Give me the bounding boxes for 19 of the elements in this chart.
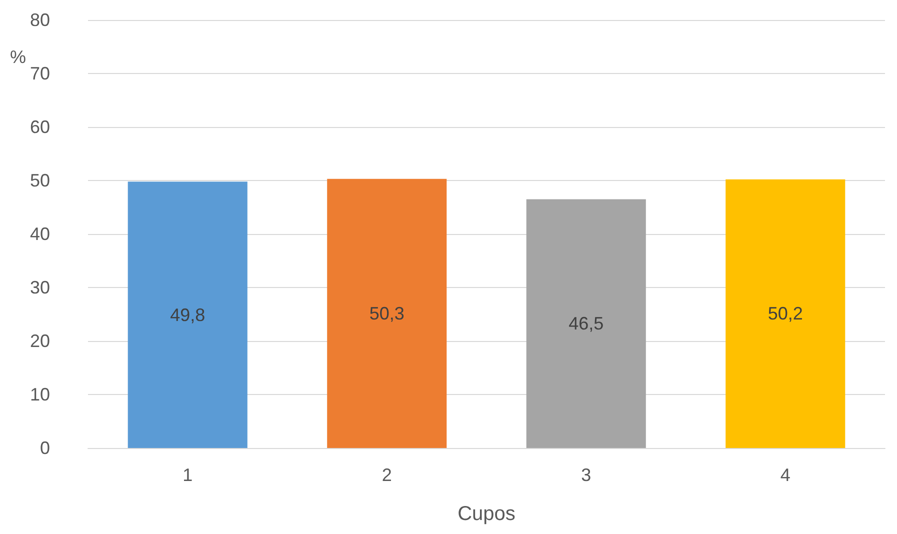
- data-label: 46,5: [568, 314, 604, 334]
- x-tick-label: 4: [780, 465, 790, 485]
- x-tick-label: 2: [382, 465, 392, 485]
- y-tick-label: 80: [30, 10, 50, 30]
- y-tick-label: 10: [30, 384, 50, 404]
- y-tick-label: 0: [40, 438, 50, 458]
- y-tick-label: 30: [30, 278, 50, 298]
- y-tick-label: 60: [30, 117, 50, 137]
- data-label: 50,3: [369, 303, 404, 324]
- x-axis-title: Cupos: [458, 503, 516, 525]
- y-tick-label: 40: [30, 224, 50, 244]
- y-tick-label: 20: [30, 331, 50, 351]
- data-label: 50,2: [768, 304, 803, 324]
- y-axis-title: %: [10, 47, 26, 67]
- data-label: 49,8: [170, 304, 206, 325]
- x-tick-label: 1: [182, 465, 193, 485]
- y-tick-label: 50: [30, 170, 50, 190]
- x-tick-label: 3: [581, 465, 592, 485]
- y-tick-label: 70: [30, 64, 50, 84]
